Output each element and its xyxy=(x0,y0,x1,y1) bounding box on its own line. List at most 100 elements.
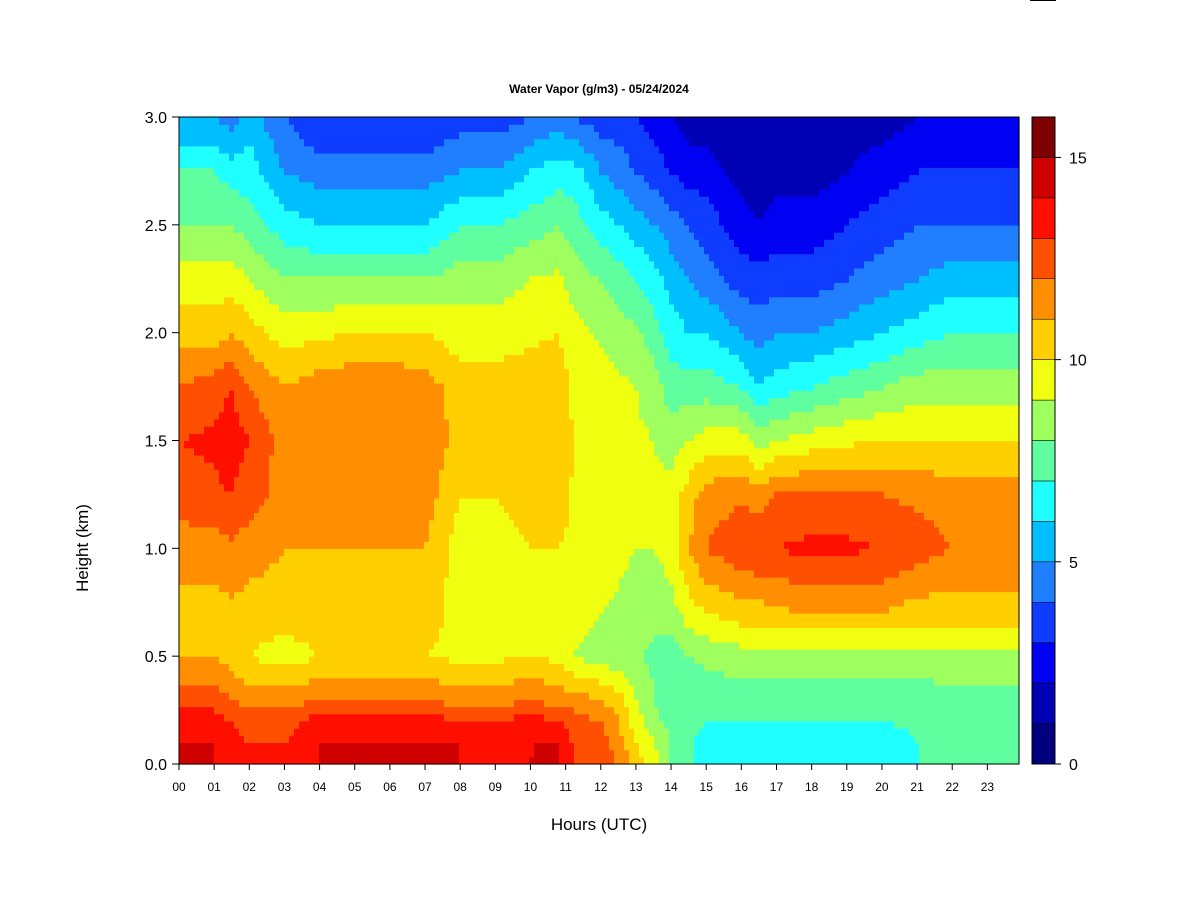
heatmap-cell xyxy=(264,188,270,197)
heatmap-cell xyxy=(309,569,315,578)
heatmap-cell xyxy=(389,339,395,348)
heatmap-cell xyxy=(279,735,285,744)
heatmap-cell xyxy=(219,232,225,240)
heatmap-cell xyxy=(249,490,255,499)
heatmap-cell xyxy=(274,246,280,255)
heatmap-cell xyxy=(449,354,455,363)
heatmap-cell xyxy=(294,411,300,420)
heatmap-cell xyxy=(384,440,390,449)
heatmap-cell xyxy=(264,634,270,643)
heatmap-cell xyxy=(389,124,395,132)
heatmap-cell xyxy=(299,519,305,528)
heatmap-cell xyxy=(214,275,220,283)
heatmap-cell xyxy=(419,397,425,406)
heatmap-cell xyxy=(389,742,395,751)
heatmap-cell xyxy=(179,239,185,247)
heatmap-cell xyxy=(304,613,310,621)
heatmap-cell xyxy=(424,699,430,708)
heatmap-cell xyxy=(339,368,345,377)
heatmap-cell xyxy=(364,670,370,679)
heatmap-cell xyxy=(319,418,325,427)
heatmap-cell xyxy=(214,656,220,664)
heatmap-cell xyxy=(374,196,380,204)
heatmap-cell xyxy=(344,627,350,636)
heatmap-cell xyxy=(439,232,445,240)
heatmap-cell xyxy=(274,613,280,621)
heatmap-cell xyxy=(304,117,310,125)
heatmap-cell xyxy=(304,720,310,729)
heatmap-cell xyxy=(324,670,330,679)
heatmap-cell xyxy=(284,368,290,377)
heatmap-cell xyxy=(444,440,450,449)
heatmap-cell xyxy=(204,267,210,276)
heatmap-cell xyxy=(424,613,430,621)
heatmap-cell xyxy=(314,490,320,499)
heatmap-cell xyxy=(319,577,325,585)
heatmap-cell xyxy=(184,275,190,283)
heatmap-cell xyxy=(279,124,285,132)
heatmap-cell xyxy=(369,397,375,406)
heatmap-cell xyxy=(239,282,245,291)
heatmap-cell xyxy=(194,210,200,219)
heatmap-cell xyxy=(404,548,410,557)
heatmap-cell xyxy=(369,390,375,398)
heatmap-cell xyxy=(379,713,385,722)
heatmap-cell xyxy=(249,347,255,355)
heatmap-cell xyxy=(299,361,305,370)
heatmap-cell xyxy=(299,390,305,398)
heatmap-cell xyxy=(314,641,320,650)
heatmap-cell xyxy=(209,246,215,255)
heatmap-cell xyxy=(304,641,310,650)
heatmap-cell xyxy=(204,533,210,542)
heatmap-cell xyxy=(279,454,285,463)
heatmap-cell xyxy=(409,577,415,585)
heatmap-cell xyxy=(279,706,285,715)
heatmap-cell xyxy=(199,203,205,212)
heatmap-cell xyxy=(229,267,235,276)
heatmap-cell xyxy=(384,728,390,736)
heatmap-cell xyxy=(239,311,245,319)
heatmap-cell xyxy=(294,692,300,700)
heatmap-cell xyxy=(324,663,330,672)
heatmap-cell xyxy=(329,318,335,327)
heatmap-cell xyxy=(209,160,215,168)
heatmap-cell xyxy=(229,246,235,255)
heatmap-cell xyxy=(254,246,260,255)
heatmap-cell xyxy=(369,426,375,434)
heatmap-cell xyxy=(384,332,390,341)
heatmap-cell xyxy=(379,490,385,499)
heatmap-cell xyxy=(334,282,340,291)
heatmap-cell xyxy=(454,684,460,693)
heatmap-cell xyxy=(399,174,405,183)
heatmap-cell xyxy=(339,382,345,391)
heatmap-cell xyxy=(444,296,450,305)
heatmap-cell xyxy=(254,656,260,664)
heatmap-cell xyxy=(389,663,395,672)
heatmap-cell xyxy=(439,390,445,398)
heatmap-cell xyxy=(349,311,355,319)
heatmap-cell xyxy=(304,390,310,398)
heatmap-cell xyxy=(184,505,190,513)
heatmap-cell xyxy=(284,469,290,478)
heatmap-cell xyxy=(379,454,385,463)
heatmap-cell xyxy=(429,152,435,161)
heatmap-cell xyxy=(334,152,340,161)
heatmap-cell xyxy=(204,332,210,341)
heatmap-cell xyxy=(179,289,185,298)
heatmap-cell xyxy=(339,375,345,384)
heatmap-cell xyxy=(179,613,185,621)
heatmap-cell xyxy=(234,325,240,334)
heatmap-cell xyxy=(334,303,340,312)
heatmap-cell xyxy=(239,720,245,729)
heatmap-cell xyxy=(309,433,315,442)
heatmap-cell xyxy=(269,368,275,377)
heatmap-cell xyxy=(384,210,390,219)
heatmap-cell xyxy=(179,526,185,535)
heatmap-cell xyxy=(369,332,375,341)
heatmap-cell xyxy=(249,296,255,305)
heatmap-cell xyxy=(229,512,235,521)
heatmap-cell xyxy=(274,526,280,535)
heatmap-cell xyxy=(364,174,370,183)
heatmap-cell xyxy=(234,749,240,758)
heatmap-cell xyxy=(439,684,445,693)
